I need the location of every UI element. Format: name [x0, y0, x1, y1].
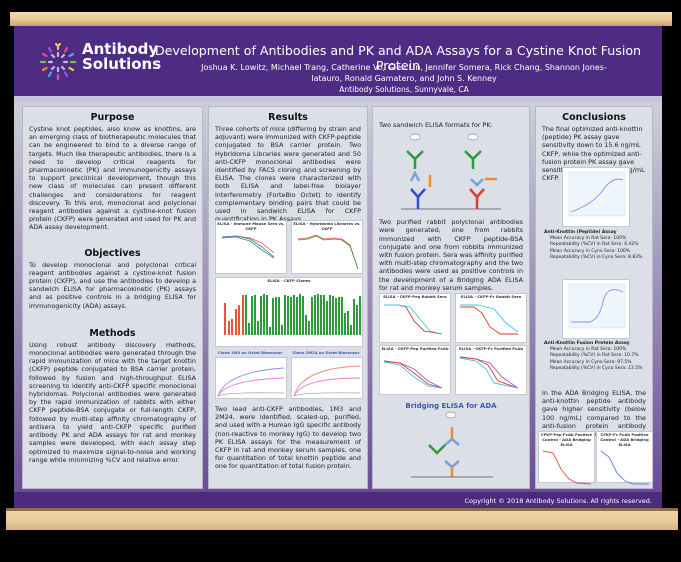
line-chart-icon	[459, 356, 519, 389]
list-item: Repeatability (%CV) in Cyno Sera: 13.5%	[550, 365, 643, 371]
poster-header: Antibody Solutions Development of Antibo…	[14, 26, 662, 96]
chart-octet-2m24	[291, 357, 363, 399]
chart-hybridoma-libraries: ELISA - Hybridoma Libraries vs. CKFP	[291, 220, 363, 274]
list-item: Mean Accuracy in Cyno Sera: 100%	[550, 248, 631, 254]
list-item: Repeatability (%CV) in Cyno Sera: 8.83%	[550, 254, 643, 260]
chart-title: ELISA - CKFP-Pep Purified PcAb	[381, 346, 449, 351]
chart-immune-mouse-sera: ELISA - Immune Mouse Sera vs. CKFP	[215, 220, 287, 274]
line-chart-icon	[600, 450, 649, 485]
chart-title: CFKP-Fc PcAb Positive Control - ADA Brid…	[600, 432, 649, 447]
conclusions-heading: Conclusions	[562, 112, 626, 123]
list-item: Repeatability (%CV) in Rat Sera: 10.7%	[550, 353, 639, 359]
peptide-assay-list: Anti-Knottin (Peptide) Assay Mean Accura…	[544, 230, 643, 261]
poster: Antibody Solutions Development of Antibo…	[14, 26, 662, 510]
affiliation: Antibody Solutions, Sunnyvale, CA	[339, 85, 469, 94]
poster-title: Development of Antibodies and PK and ADA…	[154, 43, 642, 73]
authors: Joshua K. Lowitz, Michael Trang, Catheri…	[201, 63, 607, 83]
purpose-heading: Purpose	[90, 112, 135, 123]
objectives-heading: Objectives	[84, 247, 141, 259]
poster-bottom-rod	[6, 508, 678, 530]
line-chart-icon	[293, 365, 361, 397]
poster-top-rod	[10, 12, 672, 26]
assay1-title: Anti-Knottin (Peptide) Assay	[544, 230, 617, 235]
brand-line2: Solutions	[82, 55, 162, 73]
list-item: Mean Accuracy in Cyno Sera: 97.5%	[550, 359, 632, 365]
column-conclusions: Conclusions The final optimized anti-kno…	[535, 106, 653, 489]
octet-2m24-title: Clone 2M24 on Octet Biosensor	[292, 350, 360, 355]
brand-name: Antibody Solutions	[82, 42, 161, 72]
sandwich-elisa-diagram-icon	[401, 133, 501, 210]
line-chart-icon	[221, 235, 275, 259]
line-chart-icon	[384, 304, 443, 335]
chart-pep-rabbit-sera: ELISA - CKFP-Pep Rabbit Sera	[379, 293, 451, 343]
line-chart-icon	[383, 360, 443, 389]
results-heading: Results	[268, 112, 308, 123]
chart-title: CFKP-Pep PcAb Positive Control - ADA Bri…	[540, 432, 593, 447]
list-item: Repeatability (%CV) in Rat Sera: 6.42%	[550, 242, 639, 248]
line-chart-icon	[460, 304, 519, 335]
line-chart-icon	[297, 234, 359, 270]
octet-1m3-title: Clone 1M3 on Octet Biosensor	[217, 350, 283, 355]
chart-ckfp-clones: ELISA - CKFP Clones	[215, 277, 363, 347]
chart-fusion-standard-curve	[562, 279, 630, 339]
column-results: Results Three cohorts of mice (differing…	[208, 106, 368, 489]
purpose-text: Cystine knot peptides, also know as knot…	[29, 125, 196, 232]
chart-title: ELISA - CKFP-Fc Rabbit Sera	[460, 294, 522, 299]
column-purpose: Purpose Cystine knot peptides, also know…	[22, 106, 203, 489]
bridging-heading: Bridging ELISA for ADA	[405, 402, 497, 410]
line-chart-icon	[542, 450, 592, 485]
brand-line1: Antibody	[82, 40, 159, 58]
chart-fc-ada-bridging: CFKP-Fc PcAb Positive Control - ADA Brid…	[596, 431, 653, 485]
line-chart-icon	[568, 283, 626, 329]
chart-fc-purified-pcab: ELISA - CKFP-Fc Purified PcAb	[455, 345, 527, 395]
objectives-text: To develop monoclonal and polyclonal cri…	[29, 260, 196, 310]
column-elisa-formats: Two sandwich ELISA formats for PK: Two p…	[372, 106, 530, 489]
chart-title: ELISA - Immune Mouse Sera vs. CKFP	[217, 221, 285, 231]
chart-title: ELISA - CKFP-Pep Rabbit Sera	[383, 294, 447, 299]
chart-pep-purified-pcab: ELISA - CKFP-Pep Purified PcAb	[379, 345, 451, 395]
results-text-1: Three cohorts of mice (differing by stra…	[215, 125, 361, 223]
chart-pep-ada-bridging: CFKP-Pep PcAb Positive Control - ADA Bri…	[538, 431, 595, 485]
polyclonal-text: Two purified rabbit polyclonal antibodie…	[379, 218, 523, 292]
header-band	[14, 96, 662, 102]
results-text-2: Two lead anti-CKFP antibodies, 1M3 and 2…	[215, 405, 361, 471]
line-chart-icon	[217, 367, 285, 397]
sandwich-intro: Two sandwich ELISA formats for PK:	[379, 121, 493, 129]
bar-chart-icon	[224, 294, 361, 335]
list-item: Mean Accuracy in Rat Sera: 100%	[550, 347, 627, 353]
line-chart-icon	[568, 171, 626, 217]
chart-peptide-standard-curve	[562, 167, 630, 227]
list-item: Mean Accuracy in Rat Sera: 100%	[550, 236, 627, 242]
chart-fc-rabbit-sera: ELISA - CKFP-Fc Rabbit Sera	[455, 293, 527, 343]
methods-heading: Methods	[89, 327, 136, 339]
chart-title: ELISA - Hybridoma Libraries vs. CKFP	[293, 221, 361, 231]
assay2-title: Anti-Knottin Fusion Protein Assay	[544, 341, 630, 346]
chart-octet-1m3	[215, 357, 287, 399]
antibody-logo-icon	[39, 42, 77, 81]
bridging-elisa-diagram-icon	[411, 411, 493, 478]
copyright: Copyright © 2018 Antibody Solutions. All…	[464, 497, 652, 505]
methods-text: Using robust antibody discovery methods,…	[29, 340, 196, 464]
chart-title: ELISA - CKFP Clones	[267, 278, 311, 283]
chart-title: ELISA - CKFP-Fc Purified PcAb	[459, 346, 523, 351]
fusion-assay-list: Anti-Knottin Fusion Protein Assay Mean A…	[544, 341, 643, 372]
